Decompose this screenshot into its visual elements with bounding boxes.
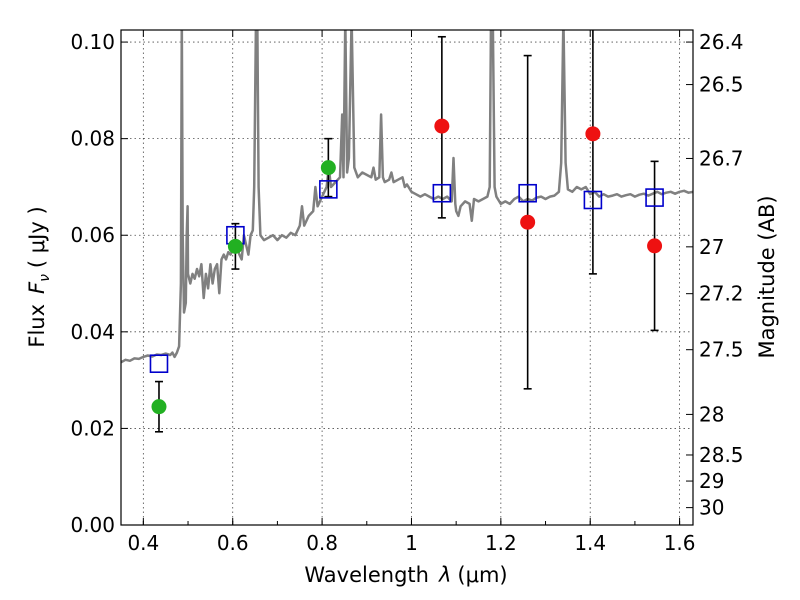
marker-layer [149, 118, 664, 415]
data-point-marker [520, 214, 536, 230]
x-tick-label: 0.4 [127, 531, 159, 555]
y2-tick-label: 27.2 [699, 282, 744, 306]
y2-tick-label: 30 [699, 496, 724, 520]
y2-tick-label: 27 [699, 235, 724, 259]
data-point-marker [320, 160, 336, 176]
y-tick-label: 0.08 [70, 127, 115, 151]
data-point-marker [151, 399, 167, 415]
y2-tick-label: 29 [699, 469, 724, 493]
model-square-marker [518, 183, 537, 203]
errorbar-layer [154, 30, 659, 433]
x-tick-label: 1.4 [574, 531, 606, 555]
model-square-marker [645, 188, 664, 207]
y-tick-label: 0.06 [70, 223, 115, 247]
y2-tick-label: 28.5 [699, 443, 744, 467]
x-tick-label: 1.2 [485, 531, 517, 555]
spectrum-layer [121, 30, 693, 364]
data-point-marker [434, 118, 450, 134]
y-tick-label: 0.00 [70, 513, 115, 537]
y-tick-label: 0.10 [70, 30, 115, 54]
y2-tick-label: 26.4 [699, 30, 744, 54]
plot-frame [120, 29, 694, 526]
data-point-marker [585, 126, 601, 142]
data-point-marker [227, 238, 243, 254]
y2-axis-title: Magnitude (AB) [755, 195, 779, 358]
y-tick-label: 0.02 [70, 416, 115, 440]
x-tick-label: 1 [405, 531, 418, 555]
y2-tick-label: 26.7 [699, 146, 744, 170]
x-tick-label: 1.6 [664, 531, 696, 555]
tick-layer: 0.4 0.6 0.8 1 1.2 1.4 1.6 0.00 0.02 0.04 0.06 0.08 0… [70, 30, 744, 555]
y-tick-label: 0.04 [70, 320, 115, 344]
y-axis-title: FluxFν( μJy ) [25, 206, 53, 347]
model-square-marker [432, 183, 452, 203]
model-square-marker [149, 354, 169, 374]
grid [121, 30, 693, 525]
x-axis-title: Wavelength λ (μm) [304, 563, 507, 587]
spectrum-line [121, 30, 693, 364]
y2-tick-label: 27.5 [699, 338, 744, 362]
x-tick-label: 0.6 [217, 531, 249, 555]
data-point-marker [647, 238, 663, 254]
y2-tick-label: 26.5 [699, 73, 744, 97]
x-tick-label: 0.8 [306, 531, 338, 555]
model-square-marker [583, 190, 603, 210]
model-square-marker [319, 180, 338, 199]
y2-tick-label: 28 [699, 402, 724, 426]
